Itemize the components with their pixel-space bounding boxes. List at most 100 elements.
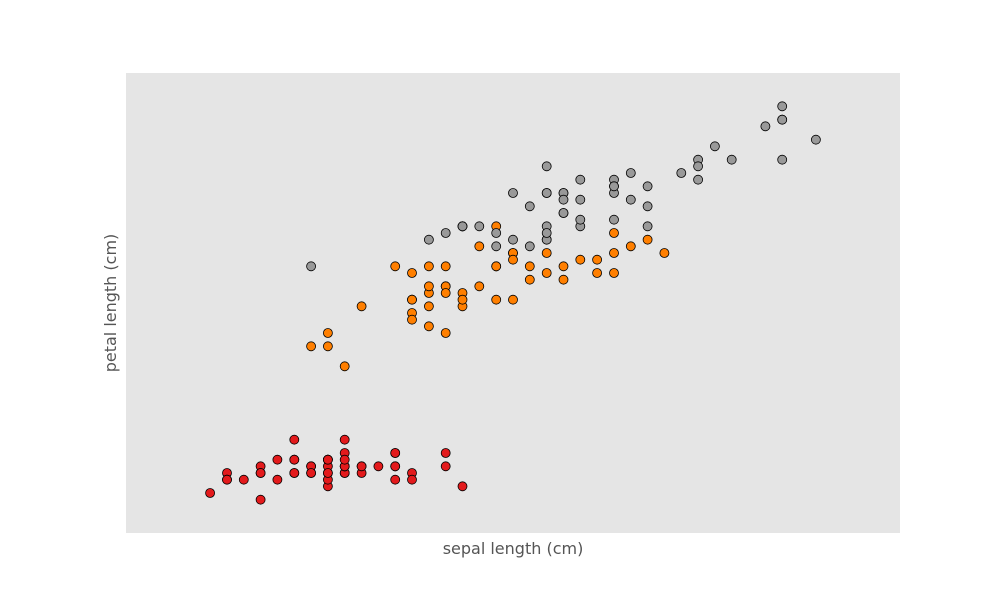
data-point-series-2: [474, 281, 485, 292]
data-point-series-1: [272, 454, 283, 465]
data-point-series-1: [289, 434, 300, 445]
data-point-series-1: [339, 454, 350, 465]
points-layer: [205, 101, 821, 505]
data-point-series-3: [457, 221, 468, 232]
data-point-series-1: [407, 474, 417, 485]
data-point-series-3: [508, 234, 518, 245]
data-point-series-3: [693, 161, 703, 172]
data-point-series-3: [558, 208, 569, 218]
data-point-series-2: [508, 254, 518, 265]
data-point-series-1: [238, 474, 249, 485]
data-point-series-3: [508, 188, 518, 198]
data-point-series-2: [440, 288, 451, 298]
data-point-series-2: [474, 241, 485, 252]
data-point-series-3: [777, 154, 788, 165]
data-point-series-1: [373, 461, 384, 472]
data-point-series-3: [524, 201, 535, 212]
data-point-series-3: [760, 121, 771, 132]
data-point-series-2: [541, 268, 552, 278]
data-point-series-2: [609, 248, 619, 258]
data-point-series-2: [524, 274, 535, 285]
data-point-series-3: [642, 181, 653, 192]
data-point-series-3: [491, 228, 502, 238]
data-point-series-3: [777, 101, 788, 112]
data-point-series-1: [272, 474, 283, 485]
data-point-series-3: [575, 214, 586, 225]
data-point-series-3: [609, 214, 619, 225]
data-point-series-3: [642, 201, 653, 212]
data-point-series-1: [205, 488, 216, 498]
data-point-series-1: [390, 461, 401, 472]
data-point-series-3: [474, 221, 485, 232]
data-point-series-1: [390, 448, 401, 458]
data-point-series-2: [306, 341, 317, 352]
data-point-series-2: [423, 321, 434, 332]
data-point-series-2: [423, 281, 434, 292]
data-point-series-2: [558, 261, 569, 272]
data-point-series-3: [541, 161, 552, 172]
data-point-series-1: [356, 461, 367, 472]
data-point-series-3: [575, 194, 586, 205]
y-axis-label: petal length (cm): [101, 234, 120, 373]
data-point-series-2: [592, 268, 602, 278]
data-point-series-2: [440, 261, 451, 272]
data-point-series-1: [440, 461, 451, 472]
data-point-series-2: [642, 234, 653, 245]
data-point-series-1: [289, 468, 300, 478]
data-point-series-2: [491, 294, 502, 305]
data-point-series-2: [407, 268, 417, 278]
data-point-series-2: [440, 328, 451, 338]
data-point-series-3: [575, 174, 586, 185]
data-point-series-2: [659, 248, 670, 258]
data-point-series-3: [777, 114, 788, 125]
data-point-series-3: [625, 168, 636, 178]
data-point-series-3: [558, 194, 569, 205]
data-point-series-3: [676, 168, 687, 178]
data-point-series-1: [255, 468, 266, 478]
data-point-series-2: [558, 274, 569, 285]
data-point-series-2: [609, 268, 619, 278]
data-point-series-3: [811, 134, 821, 145]
data-point-series-2: [407, 314, 417, 325]
data-point-series-2: [457, 294, 468, 305]
data-point-series-2: [339, 361, 350, 372]
data-point-series-1: [390, 474, 401, 485]
data-point-series-1: [440, 448, 451, 458]
data-point-series-3: [541, 188, 552, 198]
data-point-series-1: [339, 434, 350, 445]
data-point-series-1: [322, 468, 333, 478]
data-point-series-3: [541, 228, 552, 238]
data-point-series-3: [710, 141, 720, 152]
data-point-series-2: [390, 261, 401, 272]
data-point-series-2: [625, 241, 636, 252]
data-point-series-2: [423, 261, 434, 272]
data-point-series-3: [625, 194, 636, 205]
data-point-series-3: [726, 154, 737, 165]
data-point-series-2: [575, 254, 586, 265]
data-point-series-1: [222, 474, 232, 485]
data-point-series-3: [642, 221, 653, 232]
data-point-series-3: [491, 241, 502, 252]
data-point-series-3: [306, 261, 317, 272]
data-point-series-1: [255, 494, 266, 505]
data-point-series-2: [322, 341, 333, 352]
data-point-series-2: [491, 261, 502, 272]
x-axis-label: sepal length (cm): [443, 539, 584, 558]
data-point-series-1: [306, 468, 317, 478]
data-point-series-2: [423, 301, 434, 312]
data-point-series-2: [609, 228, 619, 238]
data-point-series-3: [440, 228, 451, 238]
data-point-series-2: [592, 254, 602, 265]
data-point-series-2: [322, 328, 333, 338]
data-point-series-1: [457, 481, 468, 492]
data-point-series-3: [524, 241, 535, 252]
data-point-series-1: [289, 454, 300, 465]
data-point-series-2: [356, 301, 367, 312]
data-point-series-1: [322, 454, 333, 465]
data-point-series-2: [508, 294, 518, 305]
data-point-series-3: [423, 234, 434, 245]
data-point-series-3: [609, 181, 619, 192]
data-point-series-3: [693, 174, 703, 185]
data-point-series-2: [407, 294, 417, 305]
